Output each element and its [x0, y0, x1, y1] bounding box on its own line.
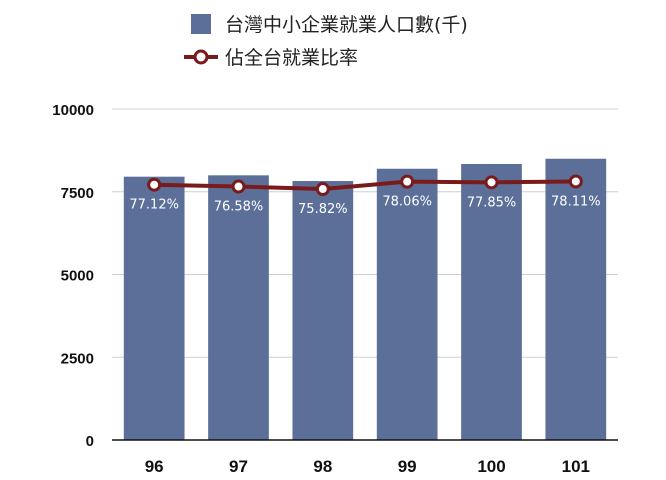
x-tick-label: 96 — [145, 457, 164, 476]
ratio-label: 78.06% — [382, 195, 432, 210]
x-tick-label: 100 — [477, 457, 505, 476]
x-tick-label: 99 — [398, 457, 417, 476]
ratio-point — [315, 182, 330, 197]
ratio-point — [568, 174, 583, 189]
y-tick-label: 7500 — [61, 185, 94, 202]
line-series — [147, 174, 583, 197]
ratio-line — [154, 179, 576, 192]
ratio-label: 78.11% — [551, 194, 601, 209]
y-tick-label: 2500 — [61, 350, 94, 367]
ratio-point — [400, 174, 415, 189]
y-tick-label: 5000 — [61, 268, 94, 285]
legend-bar-label: 台灣中小企業就業人口數(千) — [225, 14, 468, 36]
legend-line-marker — [193, 49, 209, 65]
legend-line-label: 佔全台就業比率 — [225, 47, 358, 69]
ratio-label: 76.58% — [214, 200, 264, 215]
bar — [376, 168, 438, 441]
ratio-label: 77.12% — [129, 198, 179, 213]
bar — [123, 176, 185, 440]
x-axis: 96 97 98 99 100 101 — [112, 439, 618, 476]
ratio-label: 75.82% — [298, 202, 348, 217]
ratio-label: 77.85% — [467, 195, 517, 210]
ratio-point — [231, 179, 246, 194]
bar — [208, 175, 269, 440]
x-tick-label: 98 — [313, 457, 332, 476]
bar — [461, 163, 522, 440]
bar — [545, 158, 607, 440]
x-tick-label: 97 — [229, 457, 248, 476]
data-labels: 77.12% 76.58% 75.82% 78.06% 77.85% 78.11% — [129, 194, 600, 217]
bar — [292, 181, 354, 440]
y-tick-label: 0 — [86, 433, 94, 450]
legend: 台灣中小企業就業人口數(千) 佔全台就業比率 — [184, 14, 468, 69]
x-tick-label: 101 — [562, 457, 590, 476]
gridlines — [112, 108, 618, 358]
bars — [123, 158, 607, 441]
y-tick-label: 10000 — [52, 102, 94, 119]
ratio-point — [484, 175, 499, 190]
y-axis: 10000 7500 5000 2500 0 — [52, 102, 94, 450]
ratio-point — [147, 177, 162, 192]
legend-bar-swatch — [191, 14, 211, 34]
